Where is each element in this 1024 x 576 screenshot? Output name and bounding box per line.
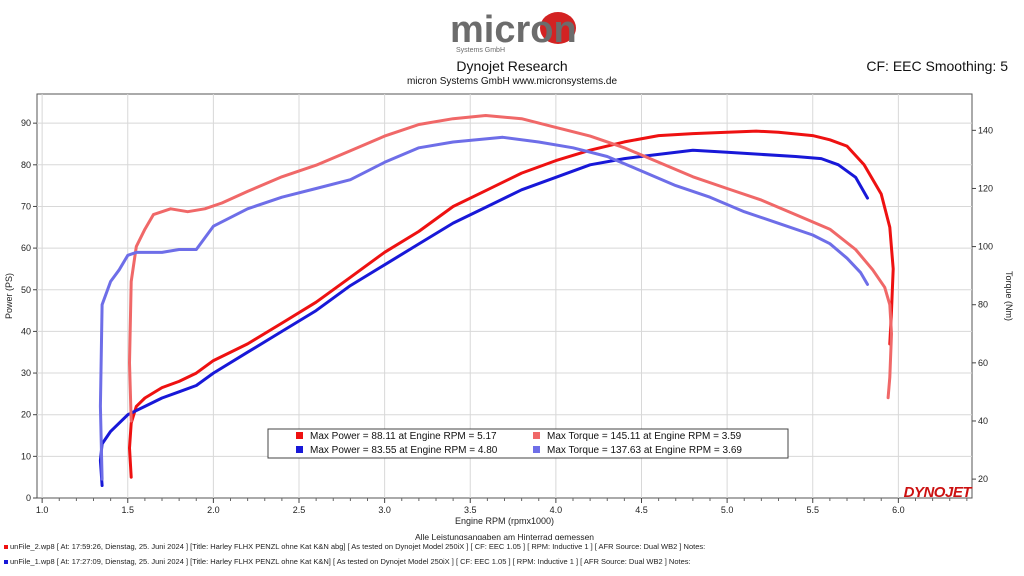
logo-text: micron [450,9,577,51]
y-left-tick-label: 0 [26,493,31,503]
y-right-tick-label: 40 [978,416,988,426]
plot-frame [36,93,973,499]
x-tick-label: 6.0 [892,505,905,515]
dyno-chart: 1.0 1.5 2.0 2.5 3.0 3.5 4.0 4.5 5.0 5.5 6.0 0 10 20 30… [4,93,1014,540]
legend-box [267,428,789,459]
power-curve-run-1 [98,148,869,487]
y-left-tick-label: 40 [21,326,31,336]
legend-entry-label: Max Torque = 145.11 at Engine RPM = 3.59 [547,431,742,442]
y-left-axis-title: Power (PS) [4,273,14,319]
x-tick-label: 1.0 [36,505,49,515]
micron-logo: micron Systems GmbH [440,6,590,58]
y-left-tick-label: 50 [21,285,31,295]
run-2-marker [4,545,8,550]
logo-circle [540,12,576,44]
run-2-text: unFile_2.wp8 [ At: 17:59:26, Dienstag, 2… [10,542,706,551]
x-tick-label: 3.0 [378,505,391,515]
run-1-text: unFile_1.wp8 [ At: 17:27:09, Dienstag, 2… [10,557,691,566]
x-axis-title: Engine RPM (rpmx1000) [455,516,554,526]
y-right-tick-label: 120 [978,183,993,193]
y-right-axis-title: Torque (Nm) [1004,271,1014,321]
legend-entry-label: Max Torque = 137.63 at Engine RPM = 3.69 [547,445,742,456]
y-right-tick-label: 20 [978,474,988,484]
power-curve-run-2 [128,129,895,479]
legend-swatch [533,446,540,453]
x-tick-label: 4.0 [550,505,563,515]
y-right-tick-label: 100 [978,242,993,252]
y-left-tick-label: 20 [21,410,31,420]
run-file-2-info: unFile_2.wp8 [ At: 17:59:26, Dienstag, 2… [4,542,705,551]
y-right-tick-label: 80 [978,300,988,310]
legend-entry-label: Max Power = 83.55 at Engine RPM = 4.80 [310,445,498,456]
legend-swatch [296,446,303,453]
dynojet-brand-mark: DYNOJET [904,484,974,501]
legend-swatch [533,432,540,439]
y-right-tick-label: 140 [978,125,993,135]
x-axis-note: Alle Leistungsangaben am Hinterrad gemes… [415,532,594,540]
run-1-marker [4,560,8,565]
y-left-tick-label: 10 [21,451,31,461]
chart-title: Dynojet Research [456,58,568,74]
x-tick-label: 3.5 [464,505,477,515]
x-tick-label: 5.5 [806,505,819,515]
legend-swatch [296,432,303,439]
torque-curve-run-1 [98,135,869,481]
y-right-tick-label: 60 [978,358,988,368]
x-tick-label: 2.0 [207,505,220,515]
chart-subtitle: micron Systems GmbH www.micronsystems.de [406,76,618,87]
x-tick-label: 4.5 [635,505,648,515]
x-tick-label: 1.5 [122,505,135,515]
x-tick-label: 5.0 [721,505,734,515]
y-left-tick-label: 80 [21,160,31,170]
y-left-tick-label: 30 [21,368,31,378]
y-left-tick-label: 70 [21,201,31,211]
logo-subtext: Systems GmbH [456,47,505,54]
x-tick-label: 2.5 [293,505,306,515]
y-left-tick-label: 60 [21,243,31,253]
y-left-tick-label: 90 [21,118,31,128]
run-file-1-info: unFile_1.wp8 [ At: 17:27:09, Dienstag, 2… [4,557,691,566]
correction-factor-label: CF: EEC Smoothing: 5 [866,58,1008,74]
legend-entry-label: Max Power = 88.11 at Engine RPM = 5.17 [310,431,497,442]
torque-curve-run-2 [128,114,893,423]
